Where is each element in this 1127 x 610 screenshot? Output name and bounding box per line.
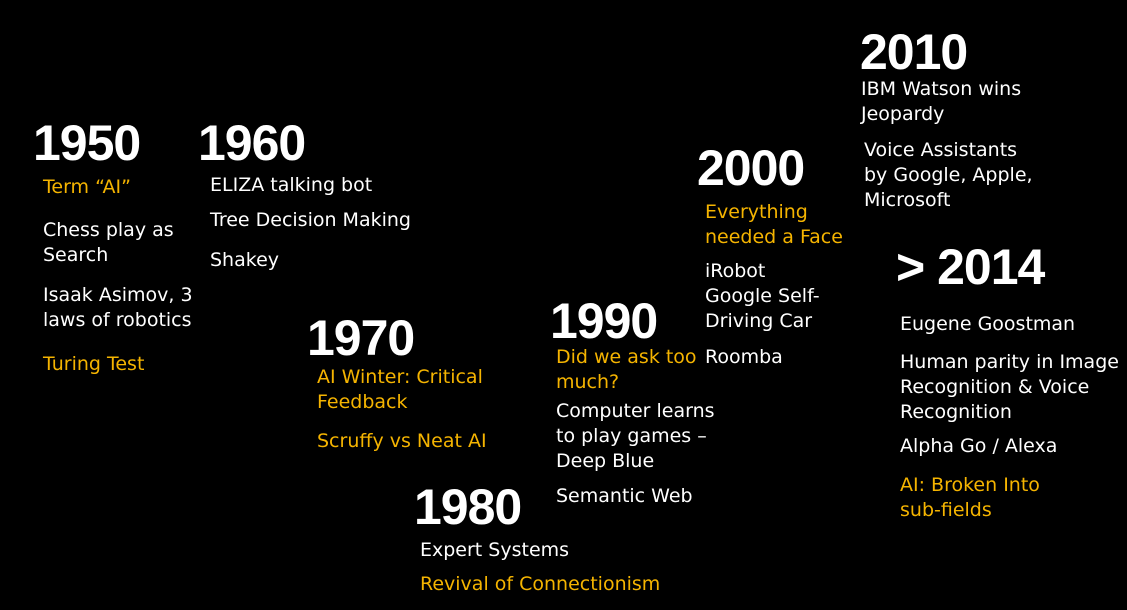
- era-item: AI Winter: Critical Feedback: [317, 366, 483, 413]
- era-item: Scruffy vs Neat AI: [317, 430, 487, 452]
- era-2000: 2000: [697, 140, 805, 196]
- era-1980: 1980: [414, 479, 522, 535]
- era-2010: 2010: [860, 24, 968, 80]
- era-1990: 1990: [550, 293, 658, 349]
- year-heading: 1990: [550, 293, 658, 349]
- era-item: IBM Watson wins Jeopardy: [861, 78, 1022, 125]
- era-item: Tree Decision Making: [210, 209, 411, 231]
- era-item: Expert Systems: [420, 539, 570, 561]
- era-1960: 1960: [198, 115, 306, 171]
- year-heading: 1970: [307, 310, 415, 366]
- era-1970: 1970: [307, 310, 415, 366]
- era-item: Computer learns to play games – Deep Blu…: [556, 400, 715, 472]
- era-item: Voice Assistants by Google, Apple, Micro…: [864, 139, 1033, 211]
- era-item: Did we ask too much?: [556, 346, 697, 393]
- year-heading: 1950: [33, 115, 141, 171]
- era-item: Turing Test: [43, 353, 145, 375]
- era-item: Eugene Goostman: [900, 313, 1076, 335]
- era-item: AI: Broken Into sub-fields: [900, 474, 1040, 521]
- year-heading: 2010: [860, 24, 968, 80]
- era-1950: 1950: [33, 115, 141, 171]
- era-item: Semantic Web: [556, 485, 693, 507]
- year-heading: 2000: [697, 140, 805, 196]
- year-heading: 1980: [414, 479, 522, 535]
- era-item: Isaak Asimov, 3 laws of robotics: [43, 284, 193, 331]
- era-item: Alpha Go / Alexa: [900, 435, 1058, 457]
- era-item: Human parity in Image Recognition & Voic…: [900, 351, 1119, 423]
- era-item: Shakey: [210, 249, 280, 271]
- year-heading: > 2014: [896, 239, 1045, 295]
- era-item: Chess play as Search: [43, 219, 174, 266]
- era-item: Everything needed a Face: [705, 201, 843, 248]
- era-item: Term “AI”: [43, 176, 131, 198]
- era-item: Roomba: [705, 346, 783, 368]
- year-heading: 1960: [198, 115, 306, 171]
- era-item: Revival of Connectionism: [420, 573, 661, 595]
- era-2014-plus: > 2014: [896, 239, 1045, 295]
- era-item: ELIZA talking bot: [210, 174, 373, 196]
- era-item: iRobot Google Self- Driving Car: [705, 260, 820, 332]
